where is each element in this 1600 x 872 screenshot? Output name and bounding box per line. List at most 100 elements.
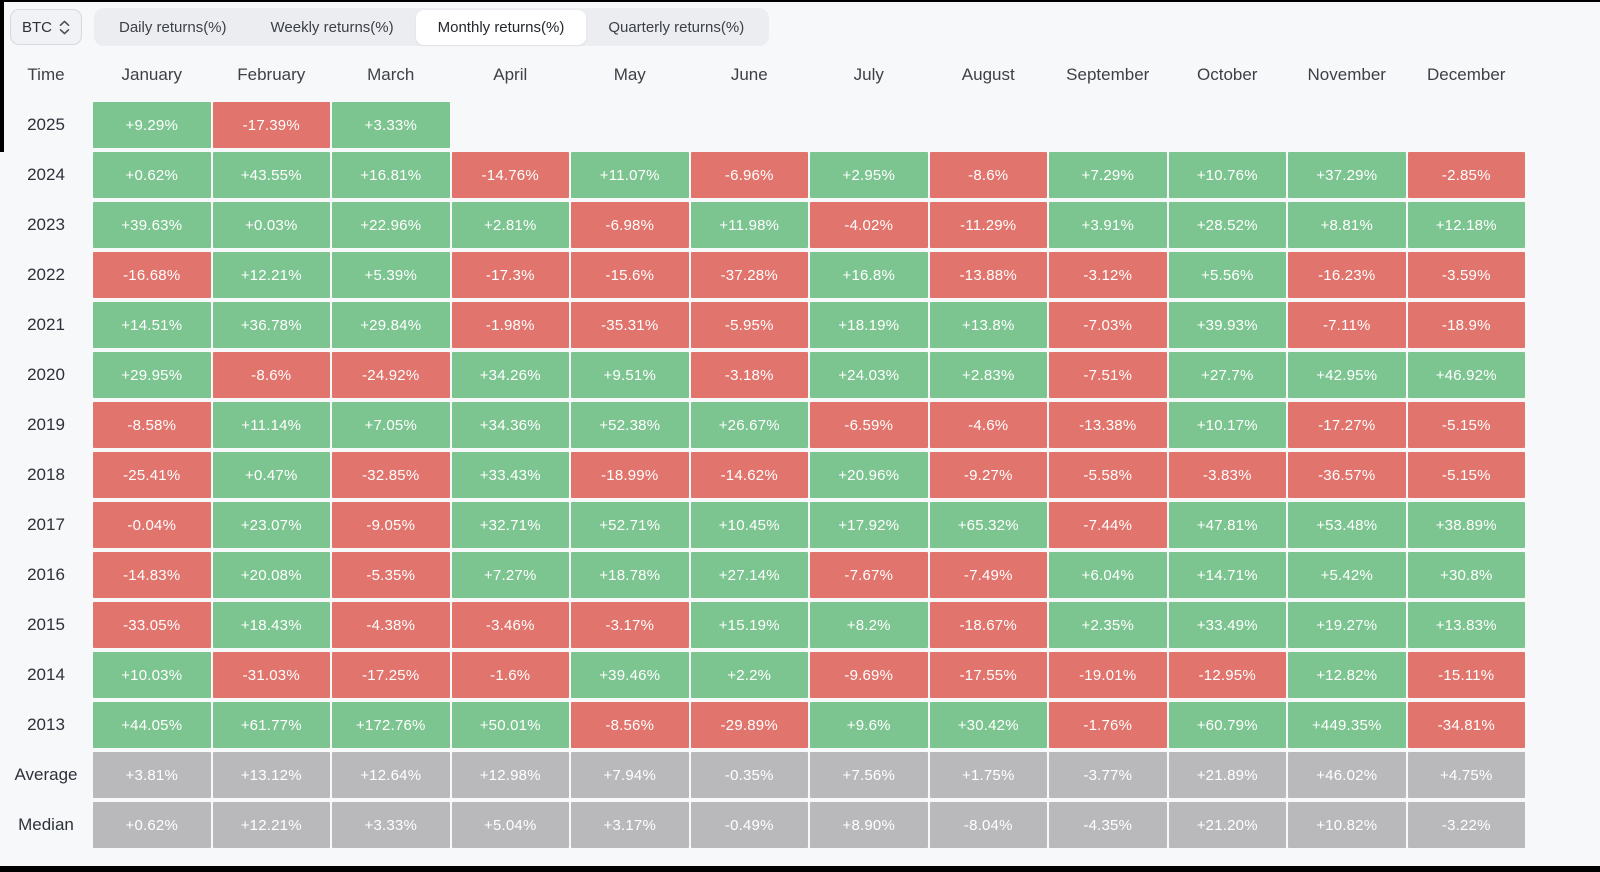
return-value: +37.29% [1288, 152, 1406, 198]
return-cell: -3.46% [451, 600, 571, 650]
return-value: -3.77% [1049, 752, 1167, 798]
return-cell: +7.27% [451, 550, 571, 600]
tab-monthly-returns[interactable]: Monthly returns(%) [415, 9, 587, 45]
return-value: +39.46% [571, 652, 689, 698]
return-cell: +13.12% [212, 750, 332, 800]
return-cell: -3.77% [1048, 750, 1168, 800]
return-cell: +52.71% [570, 500, 690, 550]
return-value: -37.28% [690, 252, 808, 298]
return-value: -17.3% [451, 252, 569, 298]
return-value: +12.21% [212, 252, 330, 298]
return-value: -9.05% [332, 502, 450, 548]
return-value: -7.67% [810, 552, 928, 598]
return-cell: +9.51% [570, 350, 690, 400]
return-cell: -3.18% [690, 350, 810, 400]
return-value: +8.81% [1288, 202, 1406, 248]
return-value: +29.95% [93, 352, 211, 398]
return-cell: -2.85% [1407, 150, 1527, 200]
return-cell: -17.25% [331, 650, 451, 700]
return-cell: +46.02% [1287, 750, 1407, 800]
return-value: +13.83% [1407, 602, 1525, 648]
row-label-2014: 2014 [27, 665, 65, 684]
column-header-july: July [853, 65, 884, 84]
return-cell: +34.26% [451, 350, 571, 400]
return-cell: -14.83% [92, 550, 212, 600]
return-cell: -1.76% [1048, 700, 1168, 750]
return-value: -18.99% [571, 452, 689, 498]
tab-weekly-returns[interactable]: Weekly returns(%) [249, 10, 416, 45]
tab-daily-returns[interactable]: Daily returns(%) [97, 10, 249, 45]
return-cell: +12.98% [451, 750, 571, 800]
column-header-december: December [1427, 65, 1506, 84]
return-cell: +10.76% [1168, 150, 1288, 200]
return-cell [1287, 100, 1407, 150]
return-cell: +50.01% [451, 700, 571, 750]
return-value: -17.55% [929, 652, 1047, 698]
return-value: -0.04% [93, 502, 211, 548]
return-cell: -7.51% [1048, 350, 1168, 400]
return-value: +24.03% [810, 352, 928, 398]
return-value: -14.76% [451, 152, 569, 198]
return-cell: +4.75% [1407, 750, 1527, 800]
return-value: +0.62% [93, 152, 211, 198]
return-cell: +20.96% [809, 450, 929, 500]
return-value: -5.15% [1407, 402, 1525, 448]
return-value: +3.17% [571, 802, 689, 848]
return-cell: +5.56% [1168, 250, 1288, 300]
return-cell: +14.51% [92, 300, 212, 350]
return-cell: -4.6% [929, 400, 1049, 450]
return-cell: +0.62% [92, 800, 212, 850]
return-value: +10.45% [690, 502, 808, 548]
tab-quarterly-returns[interactable]: Quarterly returns(%) [586, 10, 766, 45]
return-cell: -8.04% [929, 800, 1049, 850]
return-cell: +65.32% [929, 500, 1049, 550]
return-value: -15.11% [1407, 652, 1525, 698]
return-cell: +6.04% [1048, 550, 1168, 600]
return-cell: -5.15% [1407, 450, 1527, 500]
return-value: -3.83% [1168, 452, 1286, 498]
return-value: -7.11% [1288, 302, 1406, 348]
return-cell: +0.47% [212, 450, 332, 500]
return-cell: -12.95% [1168, 650, 1288, 700]
return-cell: +16.81% [331, 150, 451, 200]
return-value: +3.33% [332, 102, 450, 148]
symbol-selector[interactable]: BTC [10, 9, 82, 45]
return-value: -7.51% [1049, 352, 1167, 398]
return-cell: +12.21% [212, 250, 332, 300]
return-value: +13.8% [929, 302, 1047, 348]
row-label-2015: 2015 [27, 615, 65, 634]
return-value: +46.02% [1288, 752, 1406, 798]
return-cell: +13.83% [1407, 600, 1527, 650]
return-value: -7.44% [1049, 502, 1167, 548]
return-value: +11.98% [690, 202, 808, 248]
return-value: +12.21% [212, 802, 330, 848]
column-header-february: February [237, 65, 306, 84]
return-value: +30.42% [929, 702, 1047, 748]
return-cell: +39.63% [92, 200, 212, 250]
return-value: -29.89% [690, 702, 808, 748]
return-cell [1048, 100, 1168, 150]
return-value: -3.46% [451, 602, 569, 648]
return-value: -11.29% [929, 202, 1047, 248]
return-cell: -6.59% [809, 400, 929, 450]
return-value: +0.47% [212, 452, 330, 498]
return-value: +20.96% [810, 452, 928, 498]
return-cell: +43.55% [212, 150, 332, 200]
return-value: -31.03% [212, 652, 330, 698]
column-header-april: April [493, 65, 528, 84]
return-value: -8.04% [929, 802, 1047, 848]
return-cell: +7.56% [809, 750, 929, 800]
return-value: +53.48% [1288, 502, 1406, 548]
return-value: -4.6% [929, 402, 1047, 448]
return-value: -9.69% [810, 652, 928, 698]
return-cell: +10.82% [1287, 800, 1407, 850]
return-value: -25.41% [93, 452, 211, 498]
return-value: +39.93% [1168, 302, 1286, 348]
return-value: +52.71% [571, 502, 689, 548]
return-value: -3.22% [1407, 802, 1525, 848]
return-cell: -37.28% [690, 250, 810, 300]
return-cell: +172.76% [331, 700, 451, 750]
return-value: -3.18% [690, 352, 808, 398]
column-header-january: January [121, 65, 182, 84]
row-label-2018: 2018 [27, 465, 65, 484]
